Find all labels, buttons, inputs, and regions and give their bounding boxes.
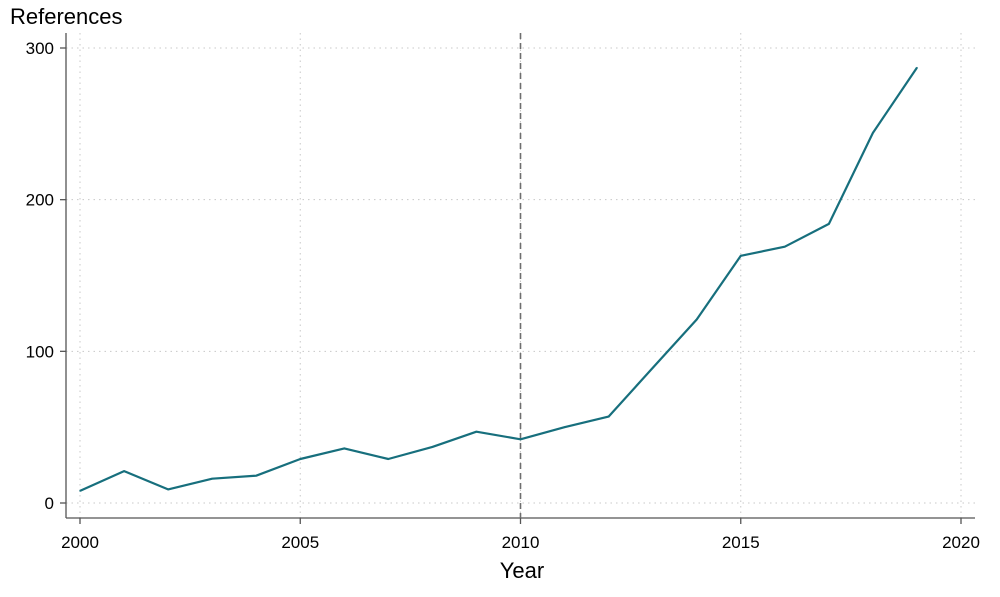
series-line (79, 67, 918, 492)
data-point (123, 470, 125, 472)
x-tick-label: 2010 (502, 533, 540, 552)
data-point (167, 488, 169, 491)
x-tick-label: 2005 (281, 533, 319, 552)
data-point (431, 446, 434, 448)
tick-labels: 0 100 200 300 2000 2005 2010 2015 2020 (26, 39, 980, 552)
data-point (739, 254, 742, 257)
data-point (211, 477, 213, 480)
data-point (916, 66, 918, 69)
x-tick-label: 2020 (942, 533, 980, 552)
y-tick-label: 0 (45, 494, 54, 513)
data-point (475, 430, 478, 433)
data-point (784, 245, 786, 248)
y-tick-label: 100 (26, 342, 54, 361)
y-tick-label: 200 (26, 191, 54, 210)
data-point (607, 415, 610, 418)
data-point (828, 223, 830, 225)
data-point (255, 474, 257, 477)
data-point (519, 438, 522, 441)
data-point (651, 367, 654, 369)
data-point (872, 132, 874, 134)
y-tick-label: 300 (26, 39, 54, 58)
x-axis-title: Year (499, 558, 545, 583)
data-point (79, 490, 81, 492)
data-point (695, 318, 698, 321)
axes (60, 33, 975, 524)
data-point (563, 426, 566, 428)
x-tick-label: 2000 (61, 533, 99, 552)
x-tick-label: 2015 (722, 533, 760, 552)
y-axis-title: References (10, 4, 123, 29)
data-point (299, 458, 302, 460)
data-point (387, 458, 390, 460)
data-point (343, 447, 346, 450)
series-group (79, 66, 918, 492)
